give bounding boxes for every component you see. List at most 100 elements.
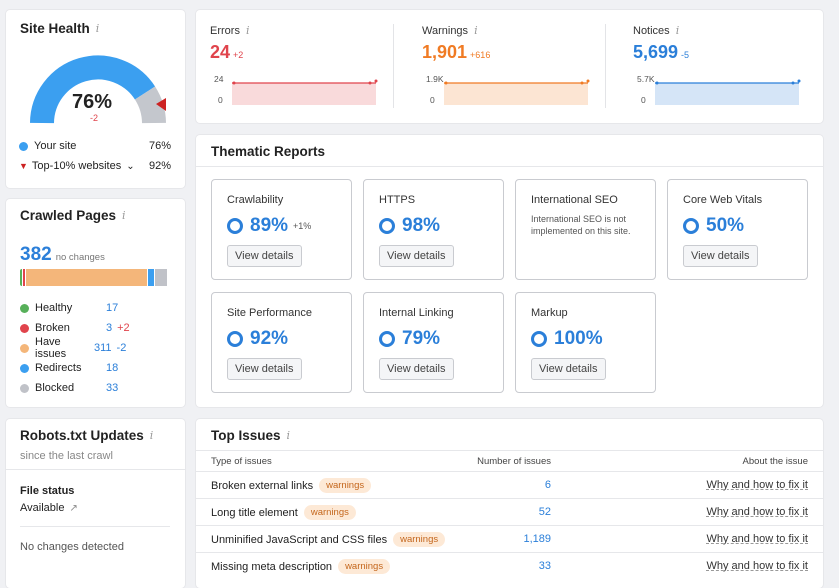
report-card-1[interactable]: HTTPS 98% View details — [363, 179, 504, 280]
metric-0[interactable]: Errors i 24 +2 24 0 — [210, 24, 394, 114]
table-row[interactable]: Broken external links warnings 6 Why and… — [196, 471, 823, 498]
fix-link[interactable]: Why and how to fix it — [706, 479, 809, 491]
axis-top-label: 5.7K — [637, 74, 655, 84]
metric-value[interactable]: 5,699 — [633, 42, 679, 62]
metric-value[interactable]: 1,901 — [422, 42, 468, 62]
top-issues-table: Broken external links warnings 6 Why and… — [196, 471, 823, 579]
metric-1[interactable]: Warnings i 1,901 +616 1.9K 0 — [422, 24, 606, 114]
thematic-reports-card: Thematic Reports Crawlability 89% +1% Vi… — [196, 135, 823, 407]
crawled-item-2[interactable]: Have issues 311 -2 — [20, 336, 170, 360]
bar-segment[interactable] — [24, 269, 147, 286]
crawled-item-value[interactable]: 311 — [94, 342, 112, 354]
table-row[interactable]: Unminified JavaScript and CSS files warn… — [196, 525, 823, 552]
info-icon[interactable]: i — [95, 22, 100, 35]
fix-link[interactable]: Why and how to fix it — [706, 533, 809, 545]
status-dot — [20, 383, 29, 393]
info-icon[interactable]: i — [149, 429, 154, 442]
crawled-item-value[interactable]: 33 — [106, 382, 119, 394]
report-value: 50% — [706, 215, 745, 236]
crawled-item-value[interactable]: 18 — [106, 362, 119, 374]
table-row[interactable]: Missing meta description warnings 33 Why… — [196, 552, 823, 579]
crawled-item-label: Broken — [35, 322, 70, 334]
thematic-reports-title: Thematic Reports — [211, 144, 326, 159]
fix-link[interactable]: Why and how to fix it — [706, 560, 809, 572]
metric-label: Errors — [210, 24, 240, 37]
crawled-count[interactable]: 382 — [20, 244, 52, 265]
chevron-down-icon[interactable]: ⌄ — [126, 160, 135, 172]
bar-segment[interactable] — [146, 269, 154, 286]
crawled-pages-card: Crawled Pages i 382 no changes Healthy 1… — [6, 199, 185, 407]
legend-top-sites[interactable]: ▼ Top-10% websites ⌄ 92% — [19, 160, 171, 172]
report-card-2[interactable]: International SEO International SEO is n… — [515, 179, 656, 280]
bar-segment[interactable] — [20, 269, 23, 286]
metric-2[interactable]: Notices i 5,699 -5 5.7K 0 — [633, 24, 803, 114]
progress-ring-icon — [227, 331, 243, 347]
report-card-4[interactable]: Site Performance 92% View details — [211, 292, 352, 393]
col-header-about: About the issue — [742, 456, 809, 467]
report-card-3[interactable]: Core Web Vitals 50% View details — [667, 179, 808, 280]
issue-name[interactable]: Unminified JavaScript and CSS files — [211, 533, 388, 546]
crawled-item-delta: +2 — [117, 322, 130, 334]
site-health-score: 76% — [72, 91, 113, 113]
info-icon[interactable]: i — [245, 24, 250, 37]
report-title: International SEO — [531, 194, 618, 206]
crawled-item-value[interactable]: 3 — [106, 322, 113, 334]
report-value: 79% — [402, 328, 441, 349]
robots-changes: No changes detected — [20, 541, 124, 553]
issue-count[interactable]: 52 — [538, 506, 551, 518]
report-value: 89% — [250, 215, 289, 236]
crawled-pages-title: Crawled Pages — [20, 208, 117, 223]
axis-bottom-label: 0 — [430, 95, 435, 105]
crawled-item-4[interactable]: Blocked 33 — [20, 378, 170, 398]
view-details-button[interactable]: View details — [227, 358, 302, 380]
metric-value[interactable]: 24 — [210, 42, 231, 62]
issue-name[interactable]: Long title element — [211, 506, 298, 519]
progress-ring-icon — [531, 331, 547, 347]
progress-ring-icon — [379, 331, 395, 347]
view-details-button[interactable]: View details — [379, 245, 454, 267]
info-icon[interactable]: i — [474, 24, 478, 37]
info-icon[interactable]: i — [122, 209, 126, 222]
legend-your-site: Your site 76% — [19, 140, 171, 152]
report-card-6[interactable]: Markup 100% View details — [515, 292, 656, 393]
report-card-5[interactable]: Internal Linking 79% View details — [363, 292, 504, 393]
crawled-item-1[interactable]: Broken 3 +2 — [20, 318, 170, 338]
fix-link[interactable]: Why and how to fix it — [706, 506, 809, 518]
view-details-button[interactable]: View details — [531, 358, 606, 380]
issue-count[interactable]: 1,189 — [523, 533, 551, 545]
robots-title: Robots.txt Updates — [20, 428, 144, 443]
info-icon[interactable]: i — [286, 429, 291, 442]
external-link-icon[interactable]: ↗ — [69, 502, 78, 514]
issue-name[interactable]: Missing meta description — [211, 560, 333, 573]
metric-label: Warnings — [422, 24, 469, 37]
report-delta: +1% — [293, 221, 312, 231]
file-status-value: Available — [20, 502, 65, 514]
report-title: Crawlability — [227, 194, 284, 206]
crawled-item-value[interactable]: 17 — [106, 302, 119, 314]
issue-name[interactable]: Broken external links — [211, 479, 314, 492]
status-dot — [20, 303, 29, 313]
status-dot — [20, 363, 29, 373]
robots-subtitle: since the last crawl — [20, 450, 113, 462]
report-card-0[interactable]: Crawlability 89% +1% View details — [211, 179, 352, 280]
robots-card: Robots.txt Updates i since the last craw… — [6, 419, 185, 588]
info-icon[interactable]: i — [675, 24, 680, 37]
bar-segment[interactable] — [22, 269, 25, 286]
view-details-button[interactable]: View details — [227, 245, 302, 267]
crawled-distribution-bar — [20, 269, 170, 286]
report-value: 100% — [554, 328, 603, 349]
bar-segment[interactable] — [153, 269, 167, 286]
progress-ring-icon — [227, 218, 243, 234]
view-details-button[interactable]: View details — [683, 245, 758, 267]
metric-sparkline — [232, 79, 378, 105]
issue-count[interactable]: 33 — [538, 560, 551, 572]
crawled-item-3[interactable]: Redirects 18 — [20, 358, 170, 378]
crawled-item-label: Blocked — [35, 382, 75, 394]
issue-count[interactable]: 6 — [544, 479, 551, 491]
view-details-button[interactable]: View details — [379, 358, 454, 380]
crawled-item-0[interactable]: Healthy 17 — [20, 298, 170, 318]
crawled-item-delta: -2 — [116, 342, 127, 354]
legend-value: 76% — [148, 140, 171, 152]
metric-delta: +616 — [470, 50, 491, 60]
table-row[interactable]: Long title element warnings 52 Why and h… — [196, 498, 823, 525]
